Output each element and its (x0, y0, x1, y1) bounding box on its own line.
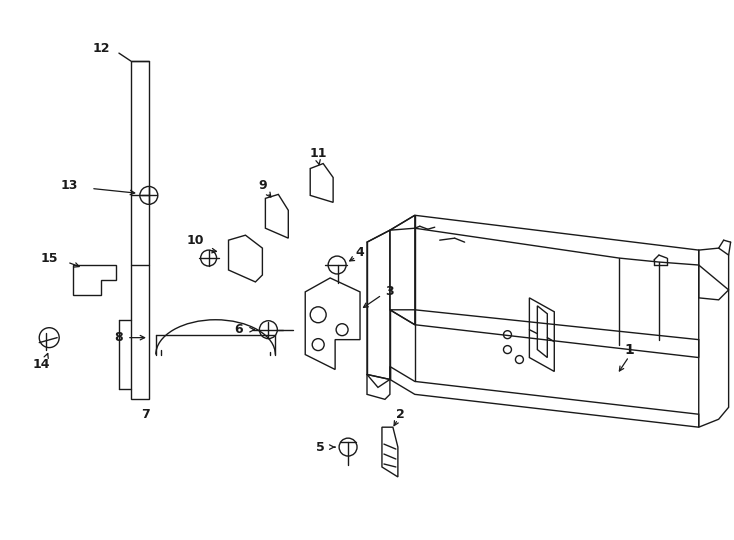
Text: 7: 7 (142, 408, 150, 421)
Text: 5: 5 (316, 441, 324, 454)
Text: 14: 14 (32, 358, 50, 371)
Text: 4: 4 (356, 246, 364, 259)
Text: 13: 13 (60, 179, 78, 192)
Text: 11: 11 (310, 147, 327, 160)
Text: 6: 6 (234, 323, 243, 336)
Text: 12: 12 (92, 42, 110, 55)
Text: 8: 8 (115, 331, 123, 344)
Text: 10: 10 (187, 234, 204, 247)
Text: 9: 9 (258, 179, 266, 192)
Text: 2: 2 (396, 408, 404, 421)
Text: 3: 3 (385, 285, 394, 299)
Text: 1: 1 (624, 342, 634, 356)
Text: 15: 15 (40, 252, 58, 265)
